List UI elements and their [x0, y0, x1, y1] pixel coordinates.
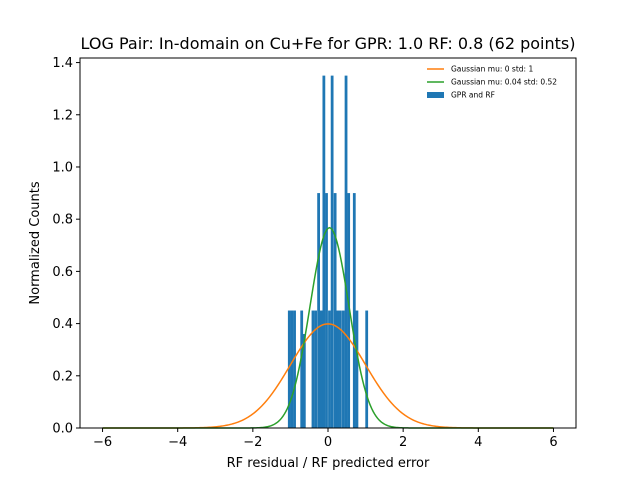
histogram-bar: [347, 193, 351, 428]
histogram-bar: [322, 75, 326, 429]
y-tick-label: 0.2: [52, 369, 73, 384]
x-tick-label: 6: [549, 435, 557, 450]
x-tick-label: −6: [93, 435, 112, 450]
y-tick-label: 0.0: [52, 422, 73, 437]
histogram-bar: [328, 310, 331, 428]
histogram-bar: [330, 75, 334, 429]
histogram-bar: [352, 193, 356, 428]
x-tick-label: −2: [243, 435, 262, 450]
x-tick-label: −4: [168, 435, 187, 450]
x-axis: −6 −4 −2 0 2 4 6: [93, 428, 558, 450]
histogram-bar: [344, 75, 348, 429]
histogram-bar: [336, 310, 340, 428]
x-tick-label: 4: [474, 435, 482, 450]
y-tick-label: 0.4: [52, 317, 73, 332]
legend-label: Gaussian mu: 0 std: 1: [451, 65, 533, 74]
legend-patch-swatch: [427, 92, 444, 98]
legend-label: GPR and RF: [451, 91, 495, 100]
y-tick-label: 1.2: [52, 108, 73, 123]
histogram-bar: [317, 193, 320, 428]
x-tick-label: 2: [399, 435, 407, 450]
histogram-bar: [325, 193, 328, 428]
legend-label: Gaussian mu: 0.04 std: 0.52: [451, 78, 557, 87]
histogram-bar: [290, 310, 294, 428]
x-axis-label: RF residual / RF predicted error: [227, 456, 430, 471]
y-axis: 0.0 0.2 0.4 0.6 0.8 1.0 1.2 1.4: [52, 56, 80, 437]
histogram-bar: [342, 310, 345, 428]
x-tick-label: 0: [324, 435, 332, 450]
y-tick-label: 0.8: [52, 213, 73, 228]
histogram-bar: [300, 310, 304, 428]
histogram-bar: [311, 310, 315, 428]
histogram-bar: [365, 310, 369, 428]
y-tick-label: 1.0: [52, 160, 73, 175]
y-tick-label: 0.6: [52, 265, 73, 280]
histogram-bar: [293, 310, 296, 428]
histogram-bar: [287, 310, 291, 428]
histogram-bar: [319, 310, 323, 428]
histogram-bar: [355, 310, 359, 428]
histogram-bar: [333, 193, 337, 428]
legend: Gaussian mu: 0 std: 1 Gaussian mu: 0.04 s…: [427, 65, 557, 100]
y-axis-label: Normalized Counts: [28, 181, 43, 304]
histogram-bar: [302, 334, 306, 428]
histogram-bar: [339, 310, 342, 428]
y-tick-label: 1.4: [52, 56, 73, 71]
chart-title: LOG Pair: In-domain on Cu+Fe for GPR: 1.…: [81, 34, 576, 53]
histogram-bar: [314, 310, 317, 428]
